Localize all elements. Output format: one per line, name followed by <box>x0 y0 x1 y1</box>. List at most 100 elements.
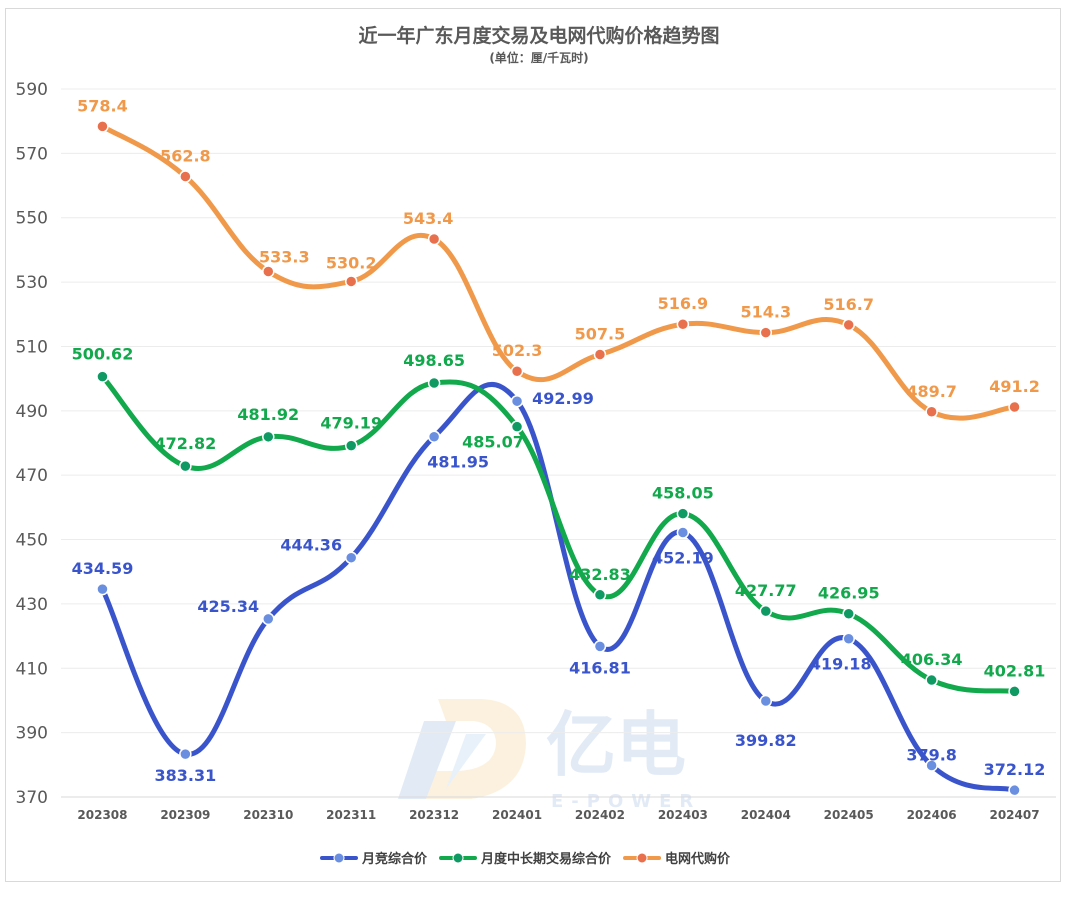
x-tick-label: 202406 <box>907 808 957 822</box>
y-tick-label: 570 <box>16 144 48 164</box>
data-point <box>1008 685 1021 698</box>
data-label: 485.07 <box>462 433 524 452</box>
data-point <box>262 265 275 278</box>
data-point <box>179 170 192 183</box>
data-label: 402.81 <box>984 661 1046 680</box>
data-point <box>676 507 690 520</box>
data-label: 543.4 <box>403 209 454 228</box>
data-label: 406.34 <box>901 650 963 669</box>
data-label: 481.92 <box>237 405 299 424</box>
y-tick-label: 590 <box>16 80 48 100</box>
legend-label: 月竞综合价 <box>361 851 428 867</box>
y-tick-label: 430 <box>16 595 48 615</box>
chart-title: 近一年广东月度交易及电网代购价格趋势图 <box>358 24 719 47</box>
data-point <box>96 370 109 383</box>
y-tick-label: 450 <box>16 531 48 551</box>
data-label: 500.62 <box>72 345 134 364</box>
x-tick-label: 202312 <box>409 808 459 822</box>
data-label: 481.95 <box>427 453 489 472</box>
data-point <box>262 612 275 626</box>
data-labels: 434.59 383.31 425.34 444.36 481.95 492.99 416.… <box>72 96 1046 785</box>
data-label: 425.34 <box>197 597 259 616</box>
data-point <box>510 364 524 378</box>
y-tick-label: 510 <box>16 337 48 357</box>
x-tick-label: 202403 <box>658 808 708 822</box>
y-tick-label: 470 <box>16 466 48 486</box>
data-label: 516.9 <box>658 294 709 313</box>
data-label: 530.2 <box>326 253 377 272</box>
data-point <box>344 275 358 288</box>
y-tick-label: 370 <box>16 788 48 808</box>
data-label: 419.18 <box>810 655 872 674</box>
data-point <box>427 376 441 390</box>
data-label: 489.7 <box>906 382 957 401</box>
x-axis: 202308 202309 202310 202311 202312 202401 2024… <box>77 808 1039 822</box>
line-chart: 亿电 E-POWER 近一年广东月度交易及电网代购价格趋势图 (单位：厘/千瓦时… <box>16 24 1056 867</box>
data-label: 432.83 <box>569 565 631 584</box>
x-tick-label: 202402 <box>575 808 625 822</box>
data-label: 452.19 <box>652 548 714 567</box>
y-axis: 590 570 550 530 510 490 470 450 430 410 390 370 <box>16 80 48 808</box>
data-label: 426.95 <box>818 584 880 603</box>
gridlines <box>61 88 1056 798</box>
data-label: 372.12 <box>984 760 1046 779</box>
watermark-sub: E-POWER <box>551 791 701 812</box>
data-point <box>427 232 441 246</box>
x-tick-label: 202308 <box>77 808 127 822</box>
data-label: 562.8 <box>160 147 211 166</box>
legend: 月竞综合价 月度中长期交易综合价 电网代购价 <box>320 851 731 867</box>
y-tick-label: 410 <box>16 659 48 679</box>
data-point <box>676 317 690 331</box>
x-tick-label: 202310 <box>243 808 293 822</box>
data-label: 472.82 <box>155 434 217 453</box>
x-tick-label: 202407 <box>989 808 1039 822</box>
data-label: 533.3 <box>259 247 310 266</box>
data-point <box>96 120 109 133</box>
data-label: 399.82 <box>735 731 797 750</box>
data-point <box>925 759 938 772</box>
data-point <box>179 459 192 473</box>
data-point <box>344 551 358 564</box>
x-tick-label: 202404 <box>741 808 791 822</box>
data-point <box>262 430 275 444</box>
data-point <box>510 420 524 433</box>
legend-label: 月度中长期交易综合价 <box>480 851 612 867</box>
watermark-brand: 亿电 <box>546 704 686 786</box>
x-tick-label: 202309 <box>160 808 210 822</box>
data-point <box>1008 783 1021 797</box>
data-label: 514.3 <box>740 303 791 322</box>
series-markers <box>96 120 1021 797</box>
data-point <box>1008 400 1021 414</box>
data-point <box>510 394 524 408</box>
data-point <box>593 588 607 602</box>
watermark-logo: 亿电 E-POWER <box>398 699 701 812</box>
data-point <box>676 526 690 539</box>
y-tick-label: 490 <box>16 402 48 422</box>
y-tick-label: 390 <box>16 724 48 744</box>
data-point <box>427 430 441 443</box>
chart-subtitle: (单位：厘/千瓦时) <box>489 50 588 65</box>
data-label: 383.31 <box>155 766 217 785</box>
x-tick-label: 202401 <box>492 808 542 822</box>
data-point <box>842 607 855 620</box>
x-tick-label: 202405 <box>824 808 874 822</box>
series-line <box>99 382 1018 793</box>
legend-label: 电网代购价 <box>665 851 731 867</box>
data-point <box>759 604 773 618</box>
data-label: 502.3 <box>492 341 543 360</box>
x-tick-label: 202311 <box>326 808 376 822</box>
data-label: 479.19 <box>320 414 382 433</box>
data-label: 458.05 <box>652 484 714 503</box>
legend-marker <box>636 852 648 864</box>
data-point <box>925 405 938 419</box>
legend-marker <box>452 852 464 864</box>
data-point <box>179 747 192 761</box>
chart-frame: 亿电 E-POWER 近一年广东月度交易及电网代购价格趋势图 (单位：厘/千瓦时… <box>5 8 1061 882</box>
data-label: 516.7 <box>823 295 874 314</box>
data-label: 379.8 <box>906 745 957 764</box>
data-point <box>842 318 855 332</box>
data-label: 416.81 <box>569 658 631 677</box>
data-label: 444.36 <box>280 536 342 555</box>
data-label: 491.2 <box>989 377 1040 396</box>
data-label: 492.99 <box>532 389 594 408</box>
